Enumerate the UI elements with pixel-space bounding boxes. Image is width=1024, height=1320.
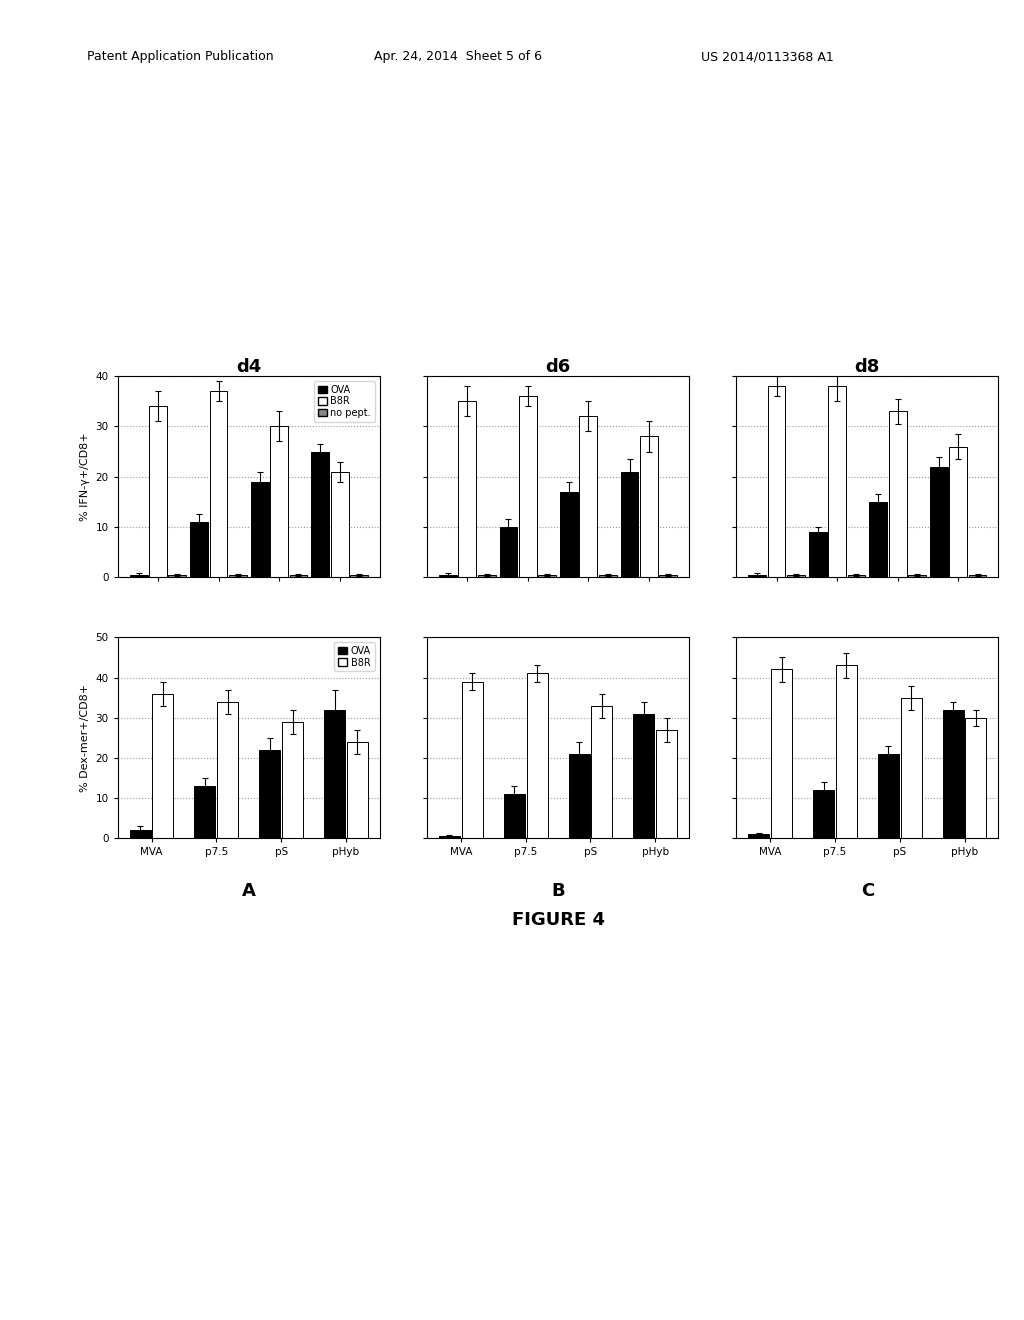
Bar	[930, 466, 948, 577]
Bar	[439, 836, 460, 838]
Bar	[283, 722, 303, 838]
Bar	[195, 785, 215, 838]
Bar	[634, 714, 654, 838]
Bar	[526, 673, 548, 838]
Bar	[813, 789, 834, 838]
Bar	[580, 416, 597, 577]
Bar	[836, 665, 857, 838]
Bar	[568, 754, 590, 838]
Bar	[290, 574, 307, 577]
Bar	[519, 396, 537, 577]
Bar	[210, 391, 227, 577]
Legend: OVA, B8R: OVA, B8R	[335, 643, 375, 672]
Text: Apr. 24, 2014  Sheet 5 of 6: Apr. 24, 2014 Sheet 5 of 6	[374, 50, 542, 63]
Bar	[969, 574, 986, 577]
Bar	[787, 574, 805, 577]
Bar	[656, 730, 677, 838]
Text: US 2014/0113368 A1: US 2014/0113368 A1	[701, 50, 835, 63]
Bar	[539, 574, 556, 577]
Bar	[771, 669, 792, 838]
Bar	[749, 574, 766, 577]
Bar	[347, 742, 368, 838]
Text: B: B	[551, 882, 565, 900]
Bar	[325, 710, 345, 838]
Bar	[640, 437, 657, 577]
Bar	[153, 693, 173, 838]
Bar	[311, 451, 329, 577]
Bar	[130, 830, 151, 838]
Bar	[749, 834, 769, 838]
Bar	[270, 426, 288, 577]
Bar	[592, 706, 612, 838]
Bar	[168, 574, 186, 577]
Bar	[943, 710, 964, 838]
Bar	[908, 574, 926, 577]
Bar	[878, 754, 899, 838]
Bar	[350, 574, 368, 577]
Bar	[621, 471, 638, 577]
Bar	[889, 412, 906, 577]
Text: Patent Application Publication: Patent Application Publication	[87, 50, 273, 63]
Bar	[659, 574, 677, 577]
Bar	[478, 574, 496, 577]
Bar	[462, 681, 482, 838]
Title: d6: d6	[546, 358, 570, 376]
Bar	[150, 407, 167, 577]
Bar	[439, 574, 457, 577]
Bar	[949, 446, 967, 577]
Bar	[768, 387, 785, 577]
Bar	[901, 697, 922, 838]
Bar	[229, 574, 247, 577]
Text: A: A	[242, 882, 256, 900]
Bar	[848, 574, 865, 577]
Bar	[500, 527, 517, 577]
Y-axis label: % Dex-mer+/CD8+: % Dex-mer+/CD8+	[80, 684, 90, 792]
Y-axis label: % IFN-γ+/CD8+: % IFN-γ+/CD8+	[80, 433, 90, 521]
Bar	[599, 574, 616, 577]
Bar	[809, 532, 826, 577]
Bar	[459, 401, 476, 577]
Bar	[504, 795, 524, 838]
Bar	[560, 492, 578, 577]
Text: C: C	[861, 882, 873, 900]
Bar	[828, 387, 846, 577]
Text: FIGURE 4: FIGURE 4	[512, 911, 604, 928]
Bar	[331, 471, 348, 577]
Title: d8: d8	[855, 358, 880, 376]
Bar	[966, 718, 986, 838]
Bar	[217, 702, 239, 838]
Bar	[869, 502, 887, 577]
Legend: OVA, B8R, no pept.: OVA, B8R, no pept.	[314, 381, 375, 422]
Bar	[190, 521, 208, 577]
Title: d4: d4	[237, 358, 261, 376]
Bar	[130, 574, 147, 577]
Bar	[251, 482, 268, 577]
Bar	[259, 750, 281, 838]
